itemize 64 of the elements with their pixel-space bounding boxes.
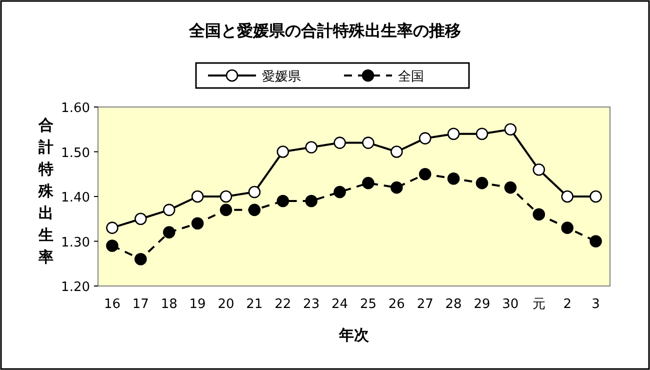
- point: [106, 240, 118, 252]
- point: [305, 194, 318, 208]
- x-tick-label: 27: [416, 297, 434, 312]
- point: [362, 136, 374, 149]
- point: [590, 190, 602, 203]
- point: [504, 123, 517, 136]
- point: [362, 176, 374, 190]
- point: [248, 204, 261, 216]
- point: [561, 222, 574, 234]
- point: [334, 136, 346, 149]
- x-tick-label: 22: [274, 297, 292, 312]
- point: [447, 128, 460, 140]
- point: [561, 190, 574, 203]
- point: [447, 172, 460, 185]
- point: [532, 208, 546, 221]
- x-tick-label: 17: [132, 297, 149, 312]
- point: [191, 217, 204, 230]
- x-tick-label: 26: [388, 297, 405, 312]
- x-tick-label: 16: [104, 297, 120, 312]
- x-tick-label: 元: [532, 297, 546, 312]
- point: [220, 204, 232, 216]
- x-tick-label: 3: [592, 297, 600, 312]
- point: [276, 146, 290, 158]
- point: [390, 181, 403, 194]
- x-tick-label: 24: [332, 297, 348, 312]
- point: [191, 190, 204, 203]
- point: [590, 235, 602, 248]
- point: [532, 164, 546, 176]
- chart-title: 全国と愛媛県の合計特殊出生率の推移: [188, 21, 461, 40]
- y-tick-label: 1.50: [61, 146, 90, 161]
- point: [418, 132, 432, 144]
- legend-label: 全国: [398, 70, 424, 84]
- x-axis-title: 年次: [338, 326, 370, 344]
- point: [305, 141, 318, 154]
- point: [390, 146, 403, 158]
- x-tick-label: 23: [303, 297, 320, 312]
- point: [162, 204, 176, 216]
- point: [276, 194, 290, 208]
- point: [476, 128, 488, 140]
- y-tick-label: 1.40: [61, 190, 90, 206]
- point: [134, 212, 147, 226]
- x-tick-label: 30: [502, 297, 519, 312]
- x-tick-label: 19: [189, 297, 206, 312]
- point: [106, 222, 118, 234]
- x-tick-label: 25: [360, 297, 376, 312]
- point: [248, 186, 261, 198]
- legend-label: 愛媛県: [262, 70, 301, 84]
- point: [220, 190, 232, 203]
- point: [476, 176, 488, 190]
- x-tick-label: 2: [563, 297, 572, 312]
- y-tick-label: 1.20: [61, 280, 90, 295]
- point: [134, 253, 147, 266]
- x-tick-label: 18: [160, 297, 178, 312]
- point: [162, 226, 176, 238]
- x-tick-label: 29: [474, 297, 490, 312]
- y-tick-label: 1.60: [61, 101, 90, 116]
- y-tick-label: 1.30: [61, 235, 90, 250]
- point: [504, 181, 517, 194]
- point: [418, 168, 432, 180]
- y-axis-title: 合計特殊出生率: [38, 116, 54, 266]
- x-tick-label: 21: [246, 297, 263, 312]
- x-tick-label: 28: [445, 297, 462, 312]
- x-tick-label: 20: [218, 297, 234, 312]
- point: [334, 186, 346, 198]
